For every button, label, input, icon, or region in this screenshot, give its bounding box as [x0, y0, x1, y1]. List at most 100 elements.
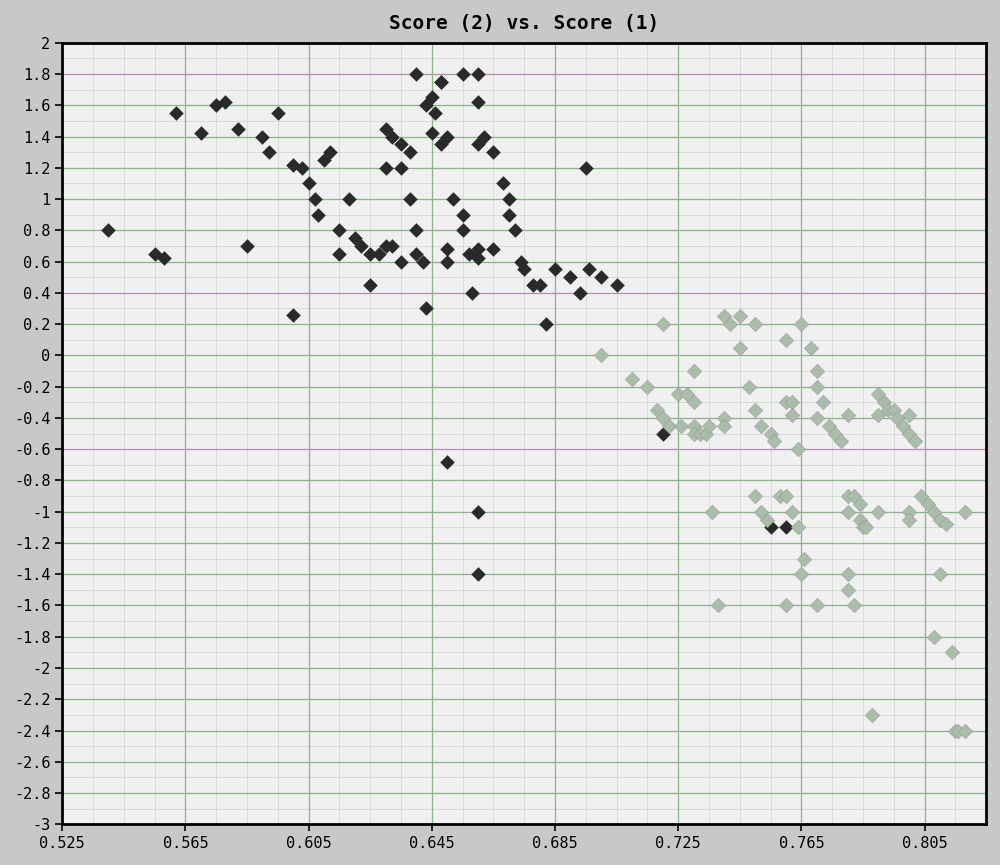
Point — [790, 521, 806, 535]
Point — [852, 497, 868, 511]
Point — [784, 395, 800, 409]
Point — [809, 364, 825, 378]
Point — [704, 505, 720, 519]
Point — [821, 419, 837, 432]
Point — [827, 426, 843, 440]
Point — [593, 271, 609, 285]
Point — [747, 403, 763, 417]
Point — [470, 138, 486, 151]
Point — [525, 279, 541, 292]
Point — [793, 317, 809, 331]
Point — [947, 724, 963, 738]
Point — [655, 411, 671, 425]
Point — [670, 388, 686, 401]
Point — [353, 239, 369, 253]
Point — [732, 310, 748, 324]
Point — [880, 403, 896, 417]
Point — [840, 583, 856, 597]
Point — [661, 419, 677, 432]
Point — [470, 67, 486, 81]
Point — [470, 252, 486, 266]
Point — [562, 271, 578, 285]
Point — [433, 75, 449, 89]
Point — [920, 497, 936, 511]
Point — [532, 279, 548, 292]
Point — [673, 419, 689, 432]
Point — [316, 153, 332, 167]
Title: Score (2) vs. Score (1): Score (2) vs. Score (1) — [389, 14, 659, 33]
Point — [840, 408, 856, 422]
Point — [710, 599, 726, 612]
Point — [408, 67, 424, 81]
Point — [347, 231, 363, 245]
Point — [938, 517, 954, 531]
Point — [285, 308, 301, 322]
Point — [547, 262, 563, 276]
Point — [254, 130, 270, 144]
Point — [809, 380, 825, 394]
Point — [686, 419, 702, 432]
Point — [833, 434, 849, 448]
Point — [464, 286, 480, 300]
Point — [889, 411, 905, 425]
Point — [572, 286, 588, 300]
Point — [639, 380, 655, 394]
Point — [840, 489, 856, 503]
Point — [957, 724, 973, 738]
Point — [852, 513, 868, 527]
Point — [424, 126, 440, 140]
Point — [495, 176, 511, 190]
Point — [485, 145, 501, 159]
Point — [901, 505, 917, 519]
Point — [655, 317, 671, 331]
Point — [485, 242, 501, 256]
Point — [772, 489, 788, 503]
Point — [876, 395, 892, 409]
Point — [649, 403, 665, 417]
Point — [716, 411, 732, 425]
Point — [763, 521, 779, 535]
Point — [753, 505, 769, 519]
Point — [803, 341, 819, 355]
Point — [784, 408, 800, 422]
Point — [593, 349, 609, 362]
Point — [470, 95, 486, 109]
Point — [926, 630, 942, 644]
Point — [439, 455, 455, 469]
Point — [408, 223, 424, 237]
Point — [855, 521, 871, 535]
Point — [285, 157, 301, 171]
Point — [901, 513, 917, 527]
Point — [100, 223, 116, 237]
Point — [455, 223, 471, 237]
Point — [362, 247, 378, 260]
Point — [433, 138, 449, 151]
Point — [698, 426, 714, 440]
Point — [759, 513, 775, 527]
Point — [470, 242, 486, 256]
Point — [402, 145, 418, 159]
Point — [439, 130, 455, 144]
Point — [932, 567, 948, 581]
Point — [378, 239, 394, 253]
Point — [147, 247, 163, 260]
Point — [439, 254, 455, 268]
Point — [747, 489, 763, 503]
Point — [384, 130, 400, 144]
Point — [470, 505, 486, 519]
Point — [778, 395, 794, 409]
Point — [732, 341, 748, 355]
Point — [692, 426, 708, 440]
Point — [609, 279, 625, 292]
Point — [778, 599, 794, 612]
Point — [944, 645, 960, 659]
Point — [418, 302, 434, 316]
Point — [895, 419, 911, 432]
Point — [846, 599, 862, 612]
Point — [815, 395, 831, 409]
Point — [840, 567, 856, 581]
Point — [907, 434, 923, 448]
Point — [341, 192, 357, 206]
Point — [418, 99, 434, 112]
Point — [784, 505, 800, 519]
